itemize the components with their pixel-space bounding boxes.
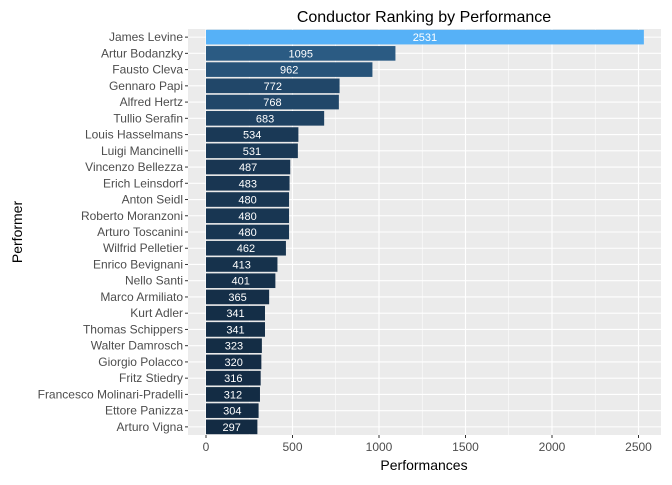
bar-value-label: 480 bbox=[238, 195, 256, 207]
y-tick-label: Francesco Molinari-Pradelli bbox=[38, 387, 183, 401]
bar-value-label: 365 bbox=[228, 292, 246, 304]
bar bbox=[206, 46, 396, 61]
x-axis-title: Performances bbox=[380, 457, 467, 473]
y-tick-label: Nello Santi bbox=[125, 274, 183, 288]
bar bbox=[206, 175, 290, 191]
y-tick-label: Giorgio Polacco bbox=[98, 355, 183, 369]
y-tick-label: James Levine bbox=[109, 30, 183, 44]
bar bbox=[206, 338, 262, 353]
y-tick-label: Kurt Adler bbox=[130, 306, 183, 320]
bar-value-label: 320 bbox=[225, 357, 243, 369]
y-tick-label: Fausto Cleva bbox=[112, 63, 183, 77]
y-tick-label: Louis Hasselmans bbox=[85, 128, 183, 142]
bar-value-label: 341 bbox=[226, 308, 244, 320]
bar bbox=[206, 240, 286, 256]
bar-value-label: 323 bbox=[225, 341, 243, 353]
bar bbox=[206, 419, 258, 435]
y-tick-label: Thomas Schippers bbox=[83, 322, 183, 336]
bar-value-label: 2531 bbox=[413, 32, 437, 44]
bar-value-label: 413 bbox=[233, 259, 251, 271]
y-tick-label: Anton Seidl bbox=[122, 193, 183, 207]
x-tick-label: 0 bbox=[203, 440, 210, 454]
bar bbox=[206, 289, 270, 305]
bar-value-label: 341 bbox=[226, 324, 244, 336]
y-tick-label: Alfred Hertz bbox=[120, 95, 183, 109]
bar-value-label: 304 bbox=[223, 406, 241, 418]
bar-value-label: 1095 bbox=[288, 48, 312, 60]
y-tick-label: Walter Damrosch bbox=[91, 339, 183, 353]
y-tick-label: Vincenzo Bellezza bbox=[85, 160, 183, 174]
bar-value-label: 531 bbox=[243, 146, 261, 158]
bar bbox=[206, 305, 265, 321]
y-tick-label: Arturo Toscanini bbox=[97, 225, 183, 239]
x-tick-label: 1000 bbox=[366, 440, 393, 454]
y-tick-label: Luigi Mancinelli bbox=[101, 144, 183, 158]
bar bbox=[206, 143, 298, 159]
bar bbox=[206, 29, 644, 45]
y-tick-label: Arturo Vigna bbox=[117, 420, 184, 434]
y-tick-label: Gennaro Papi bbox=[109, 79, 183, 93]
bar bbox=[206, 62, 373, 77]
bar bbox=[206, 159, 291, 175]
x-tick-label: 500 bbox=[282, 440, 302, 454]
bar-value-label: 316 bbox=[224, 373, 242, 385]
bar bbox=[206, 94, 339, 110]
y-tick-label: Wilfrid Pelletier bbox=[103, 241, 183, 255]
bar bbox=[206, 387, 260, 402]
x-tick-label: 2000 bbox=[539, 440, 566, 454]
bar bbox=[206, 370, 261, 386]
x-tick-label: 1500 bbox=[452, 440, 479, 454]
bar-value-label: 483 bbox=[239, 178, 257, 190]
bars: 2531 1095 962 772 768 683 534 531 487 483 480 480 48… bbox=[206, 29, 644, 435]
bar-value-label: 772 bbox=[264, 81, 282, 93]
bar-value-label: 480 bbox=[238, 211, 256, 223]
bar-value-label: 480 bbox=[238, 227, 256, 239]
bar bbox=[206, 78, 340, 94]
y-tick-label: Marco Armiliato bbox=[100, 290, 183, 304]
bar-value-label: 297 bbox=[223, 422, 241, 434]
chart-title: Conductor Ranking by Performance bbox=[297, 9, 551, 26]
bar-value-label: 534 bbox=[243, 130, 261, 142]
bar bbox=[206, 192, 290, 207]
bar-value-label: 683 bbox=[256, 113, 274, 125]
bar-value-label: 462 bbox=[237, 243, 255, 255]
x-axis: 0 500 1000 1500 2000 2500 bbox=[203, 435, 652, 454]
y-tick-label: Ettore Panizza bbox=[105, 404, 183, 418]
bar bbox=[206, 111, 325, 126]
y-axis: James Levine Artur Bodanzky Fausto Cleva Ge… bbox=[38, 30, 188, 434]
y-tick-label: Enrico Bevignani bbox=[93, 257, 183, 271]
bar bbox=[206, 224, 290, 240]
bar bbox=[206, 403, 259, 418]
bar bbox=[206, 208, 290, 224]
x-tick-label: 2500 bbox=[625, 440, 652, 454]
bar bbox=[206, 257, 278, 272]
bar bbox=[206, 127, 299, 142]
y-tick-label: Tullio Serafin bbox=[113, 111, 183, 125]
bar-value-label: 487 bbox=[239, 162, 257, 174]
bar bbox=[206, 354, 262, 370]
y-tick-label: Artur Bodanzky bbox=[101, 46, 183, 60]
y-tick-label: Erich Leinsdorf bbox=[103, 176, 184, 190]
y-axis-title: Performer bbox=[9, 201, 25, 264]
y-tick-label: Roberto Moranzoni bbox=[81, 209, 183, 223]
bar bbox=[206, 273, 276, 289]
bar bbox=[206, 322, 265, 337]
bar-value-label: 401 bbox=[232, 276, 250, 288]
bar-value-label: 312 bbox=[224, 389, 242, 401]
y-tick-label: Fritz Stiedry bbox=[119, 371, 183, 385]
bar-value-label: 962 bbox=[280, 65, 298, 77]
bar-value-label: 768 bbox=[263, 97, 281, 109]
